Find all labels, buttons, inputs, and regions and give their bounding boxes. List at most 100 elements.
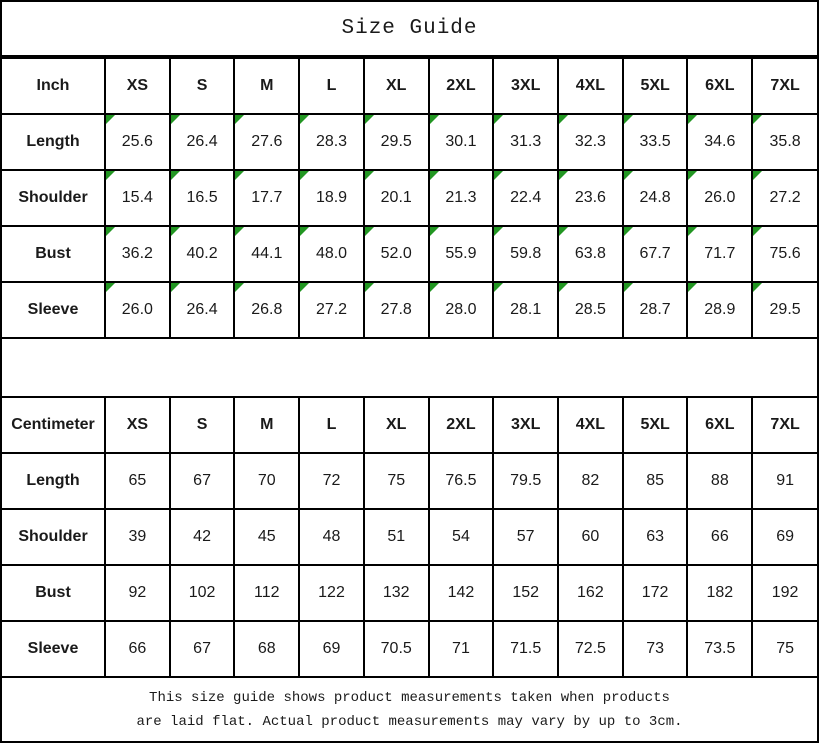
value-cell: 27.8 (362, 281, 430, 339)
value-cell: 36.2 (104, 225, 171, 283)
value-cell: 51 (362, 508, 430, 566)
value-cell: 34.6 (686, 113, 754, 171)
value-cell: 28.1 (492, 281, 560, 339)
cell-corner-marker-icon (754, 116, 763, 124)
cell-corner-marker-icon (560, 284, 569, 292)
cell-corner-marker-icon (689, 228, 698, 236)
value-cell: 66 (686, 508, 754, 566)
value-cell: 65 (104, 452, 171, 510)
cell-corner-marker-icon (236, 228, 245, 236)
measurement-row: Sleeve 66 67 68 69 70.5 71 71.5 72.5 73 73.5 75 (2, 620, 817, 678)
value-cell: 45 (233, 508, 301, 566)
cell-corner-marker-icon (495, 284, 504, 292)
cell-corner-marker-icon (236, 116, 245, 124)
value-cell: 33.5 (621, 113, 689, 171)
value-cell: 71 (427, 620, 495, 678)
cell-corner-marker-icon (171, 172, 180, 180)
measurement-row: Bust 92 102 112 122 132 142 152 162 172 182 192 (2, 564, 817, 622)
value-cell: 57 (492, 508, 560, 566)
size-header-cell: M (233, 57, 301, 115)
size-header-cell: 4XL (557, 396, 624, 454)
value-cell: 66 (104, 620, 171, 678)
cell-corner-marker-icon (106, 116, 115, 124)
table-gap-spacer (2, 339, 817, 396)
value-cell: 29.5 (751, 281, 817, 339)
value-cell: 75.6 (751, 225, 817, 283)
unit-label-inch: Inch (2, 57, 106, 115)
cell-corner-marker-icon (689, 116, 698, 124)
value-cell: 18.9 (298, 169, 365, 227)
cell-corner-marker-icon (624, 116, 633, 124)
size-header-cell: 2XL (427, 396, 495, 454)
cell-corner-marker-icon (754, 228, 763, 236)
value-cell: 70.5 (362, 620, 430, 678)
size-header-cell: 6XL (686, 396, 754, 454)
value-cell: 35.8 (751, 113, 817, 171)
cell-corner-marker-icon (754, 284, 763, 292)
value-cell: 55.9 (427, 225, 495, 283)
measurement-row: Bust 36.2 40.2 44.1 48.0 52.0 55.9 59.8 63.8 67.7… (2, 225, 817, 283)
value-cell: 71.7 (686, 225, 754, 283)
size-header-cell: 5XL (621, 57, 689, 115)
value-cell: 29.5 (362, 113, 430, 171)
measurement-disclaimer: This size guide shows product measuremen… (2, 678, 817, 741)
value-cell: 26.4 (168, 113, 236, 171)
size-header-cell: M (233, 396, 301, 454)
size-header-cell: 3XL (492, 57, 560, 115)
value-cell: 17.7 (233, 169, 301, 227)
centimeter-size-table: Centimeter XS S M L XL 2XL 3XL 4XL 5XL 6XL 7XL Lengt… (2, 396, 817, 678)
value-cell: 91 (751, 452, 817, 510)
value-cell: 67 (168, 620, 236, 678)
value-cell: 30.1 (427, 113, 495, 171)
cell-corner-marker-icon (560, 172, 569, 180)
size-header-cell: S (168, 57, 236, 115)
cell-corner-marker-icon (430, 284, 439, 292)
cell-corner-marker-icon (365, 228, 374, 236)
cell-corner-marker-icon (365, 116, 374, 124)
value-cell: 132 (362, 564, 430, 622)
size-header-cell: S (168, 396, 236, 454)
value-cell: 142 (427, 564, 495, 622)
value-cell: 152 (492, 564, 560, 622)
cell-corner-marker-icon (754, 172, 763, 180)
value-cell: 75 (751, 620, 817, 678)
value-cell: 42 (168, 508, 236, 566)
measurement-row: Length 65 67 70 72 75 76.5 79.5 82 85 88 91 (2, 452, 817, 510)
size-header-cell: L (298, 57, 365, 115)
value-cell: 67 (168, 452, 236, 510)
size-header-cell: 4XL (557, 57, 624, 115)
value-cell: 92 (104, 564, 171, 622)
row-label: Bust (2, 564, 106, 622)
value-cell: 26.0 (686, 169, 754, 227)
value-cell: 70 (233, 452, 301, 510)
size-header-cell: L (298, 396, 365, 454)
cell-corner-marker-icon (236, 284, 245, 292)
value-cell: 122 (298, 564, 365, 622)
row-label: Shoulder (2, 508, 106, 566)
cell-corner-marker-icon (560, 116, 569, 124)
cell-corner-marker-icon (624, 284, 633, 292)
size-header-row: Inch XS S M L XL 2XL 3XL 4XL 5XL 6XL 7XL (2, 57, 817, 115)
value-cell: 28.5 (557, 281, 624, 339)
value-cell: 76.5 (427, 452, 495, 510)
disclaimer-line-1: This size guide shows product measuremen… (149, 689, 670, 706)
cell-corner-marker-icon (106, 172, 115, 180)
value-cell: 26.4 (168, 281, 236, 339)
row-label: Sleeve (2, 281, 106, 339)
value-cell: 15.4 (104, 169, 171, 227)
value-cell: 27.6 (233, 113, 301, 171)
value-cell: 21.3 (427, 169, 495, 227)
cell-corner-marker-icon (689, 284, 698, 292)
value-cell: 40.2 (168, 225, 236, 283)
cell-corner-marker-icon (301, 228, 310, 236)
value-cell: 67.7 (621, 225, 689, 283)
measurement-row: Shoulder 39 42 45 48 51 54 57 60 63 66 69 (2, 508, 817, 566)
value-cell: 102 (168, 564, 236, 622)
cell-corner-marker-icon (236, 172, 245, 180)
value-cell: 85 (621, 452, 689, 510)
size-header-cell: 6XL (686, 57, 754, 115)
cell-corner-marker-icon (171, 284, 180, 292)
value-cell: 20.1 (362, 169, 430, 227)
value-cell: 23.6 (557, 169, 624, 227)
